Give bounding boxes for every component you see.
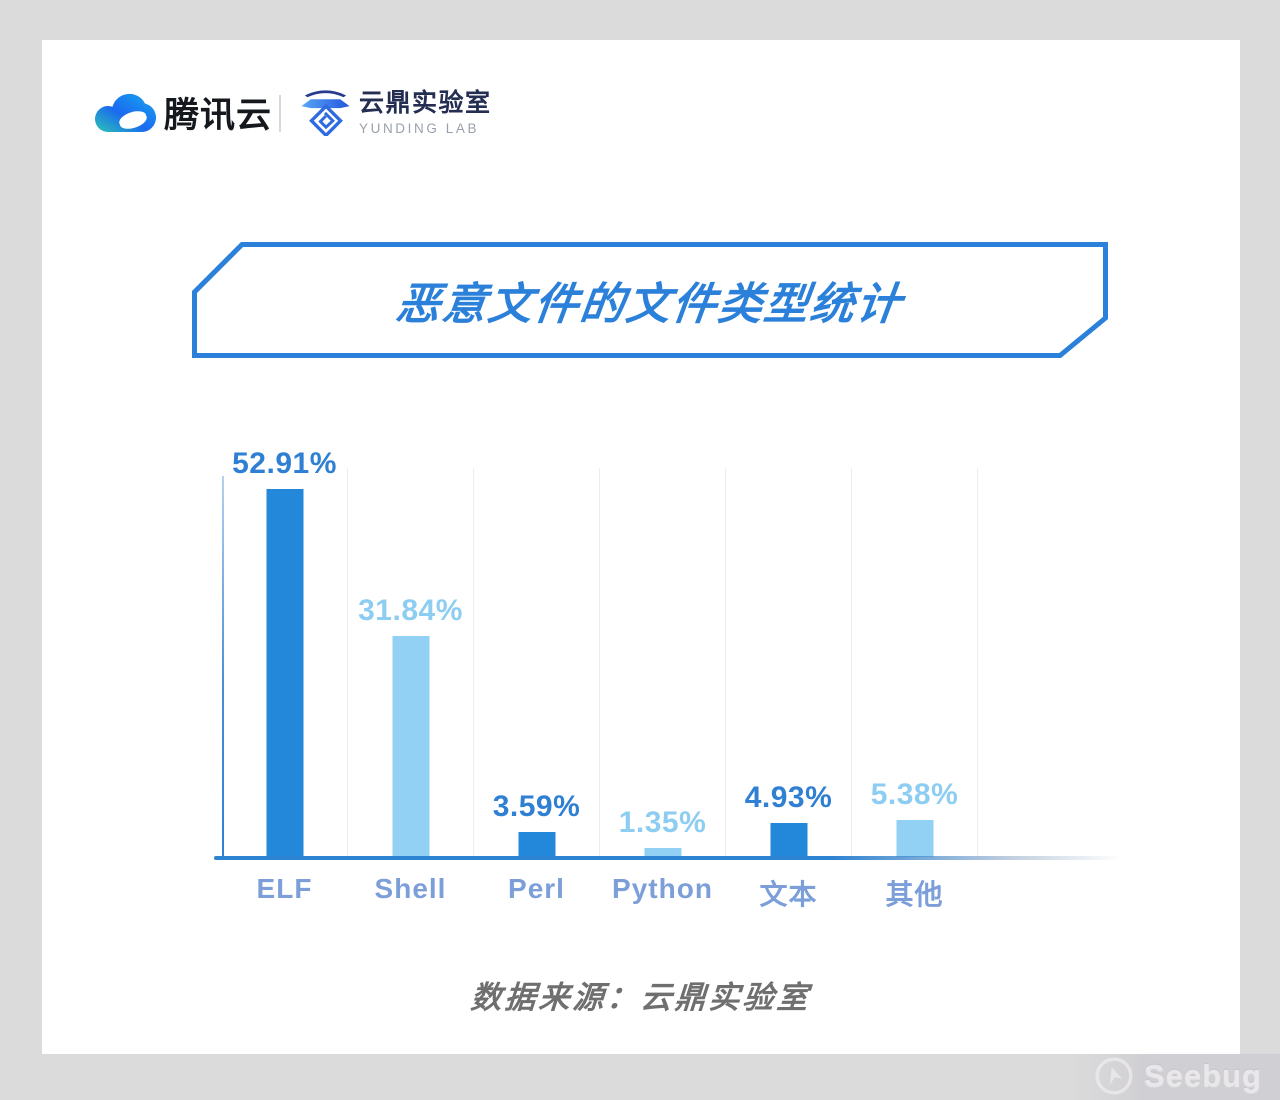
report-card: 腾讯云 云鼎实验室 YUNDING LAB 恶意文件的文件类型统计	[42, 40, 1240, 1054]
value-label-4: 1.35%	[618, 806, 707, 839]
title-banner-outline	[192, 242, 1108, 358]
category-label-6: 其他	[885, 879, 944, 910]
yunding-lab-subtitle: YUNDING LAB	[359, 120, 480, 136]
x-axis-line	[214, 856, 1122, 860]
chart-column-3: 3.59% Perl	[474, 468, 600, 904]
yunding-lab-logo: 云鼎实验室 YUNDING LAB	[301, 87, 492, 136]
chart-column-1: 52.91% ELF	[222, 447, 348, 904]
category-label-4: Python	[612, 873, 713, 904]
value-label-3: 3.59%	[492, 790, 581, 823]
tencent-cloud-logo: 腾讯云	[93, 86, 272, 138]
seebug-wordmark: Seebug	[1144, 1058, 1262, 1093]
bar-5	[770, 823, 807, 857]
bar-chart: 52.91% ELF 31.84% Shell 3.59% Perl 1.35% Python…	[214, 447, 1122, 910]
value-label-5: 4.93%	[744, 781, 833, 814]
yunding-lab-icon	[301, 90, 350, 136]
category-label-1: ELF	[256, 873, 313, 904]
value-label-6: 5.38%	[870, 778, 959, 811]
data-source-note: 数据来源：云鼎实验室	[469, 980, 813, 1015]
category-label-3: Perl	[508, 873, 565, 904]
bar-3	[518, 832, 555, 857]
bar-2	[392, 636, 429, 857]
yunding-lab-title: 云鼎实验室	[359, 89, 492, 117]
tencent-cloud-wordmark: 腾讯云	[164, 95, 273, 135]
bar-1	[266, 489, 303, 857]
seebug-watermark: Seebug	[1093, 1055, 1262, 1097]
chart-column-2: 31.84% Shell	[348, 468, 474, 904]
y-axis-line	[222, 476, 224, 858]
value-label-2: 31.84%	[358, 594, 463, 627]
chart-column-6: 5.38% 其他	[852, 468, 978, 910]
tencent-cloud-icon	[95, 93, 157, 132]
chart-column-5: 4.93% 文本	[726, 468, 852, 910]
chart-title: 恶意文件的文件类型统计	[393, 280, 906, 329]
yunding-lab-wordmark: 云鼎实验室 YUNDING LAB	[359, 87, 492, 136]
category-label-2: Shell	[374, 873, 447, 904]
value-label-1: 52.91%	[232, 447, 337, 480]
bar-6	[896, 820, 933, 857]
logo-divider	[279, 95, 281, 132]
category-label-5: 文本	[759, 879, 818, 910]
bar-4	[644, 848, 681, 857]
title-banner: 恶意文件的文件类型统计	[192, 242, 1108, 358]
seebug-icon	[1095, 1057, 1133, 1095]
chart-column-4: 1.35% Python	[600, 468, 726, 904]
